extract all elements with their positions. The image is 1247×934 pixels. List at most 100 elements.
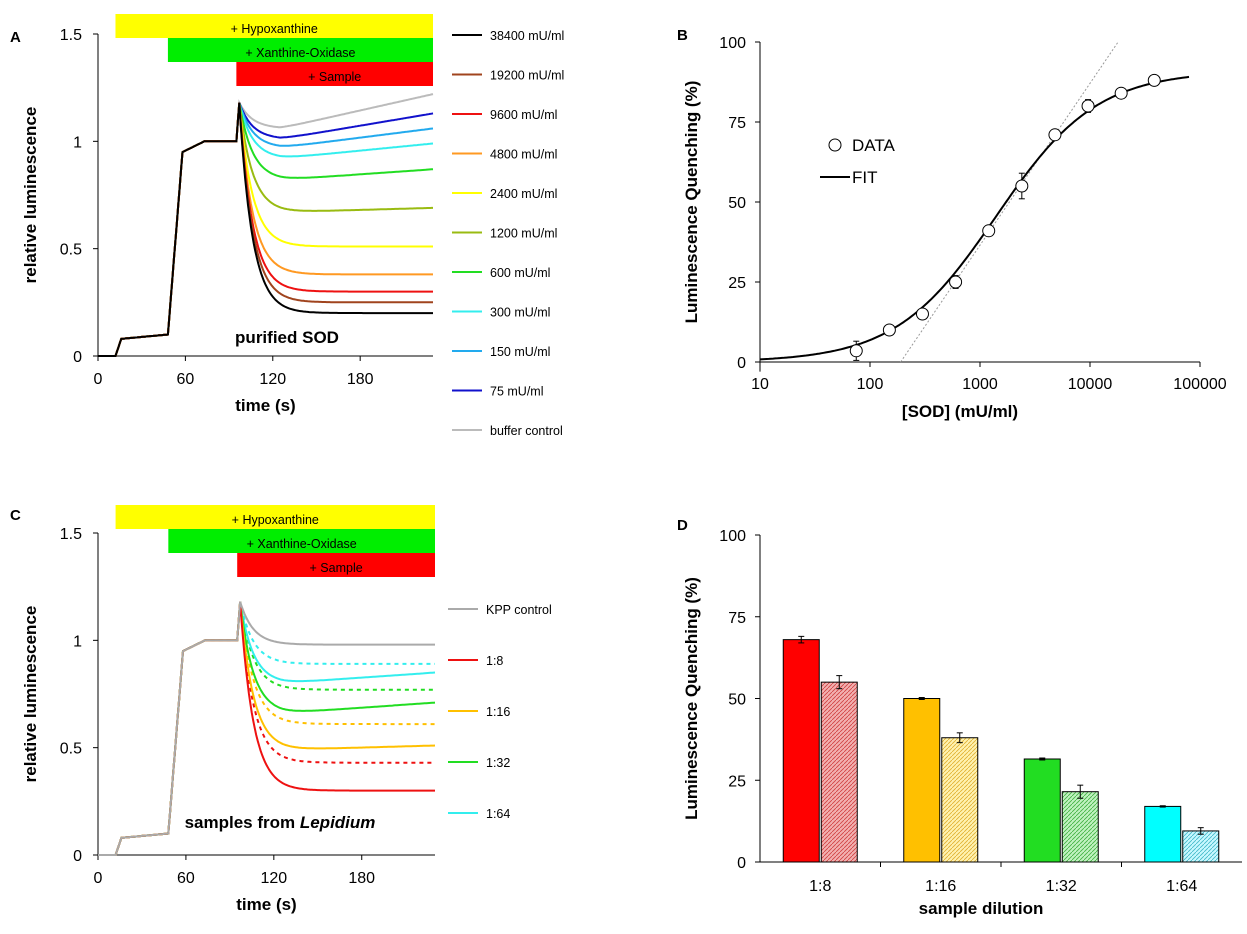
x-tick-label: 0: [94, 870, 103, 887]
panel-label-b: B: [677, 27, 688, 44]
legend-label: 1:8: [486, 654, 503, 668]
event-bar: [168, 529, 435, 553]
event-bar: [236, 62, 433, 86]
legend-label: buffer control: [490, 424, 563, 438]
x-tick-label: 10: [751, 376, 769, 393]
legend-label: 1:16: [486, 705, 510, 719]
x-tick-label: 120: [259, 371, 286, 388]
event-bar-label: + Sample: [308, 70, 361, 84]
legend-label: 4800 mU/ml: [490, 148, 557, 162]
legend-label: DATA: [852, 136, 895, 155]
x-axis-title: time (s): [235, 396, 295, 415]
y-axis-title: Luminescence Quenching (%): [682, 81, 701, 324]
event-bar-label: + Xanthine-Oxidase: [247, 537, 357, 551]
series-line: [98, 601, 435, 856]
legend-label: 19200 mU/ml: [490, 69, 564, 83]
bar: [1144, 805, 1182, 863]
panel-label-d: D: [677, 517, 688, 534]
x-tick-label: 100: [857, 376, 884, 393]
x-axis-title: time (s): [236, 895, 296, 914]
legend-marker-data: [828, 138, 842, 152]
y-tick-label: 75: [728, 115, 746, 132]
data-point: [1114, 86, 1128, 100]
event-bar-label: + Hypoxanthine: [232, 513, 319, 527]
x-tick-label: 180: [347, 371, 374, 388]
event-bar-label: + Sample: [310, 561, 363, 575]
event-bar: [167, 38, 434, 62]
series-line: [98, 102, 434, 357]
data-point: [1048, 128, 1062, 142]
legend-label: 1200 mU/ml: [490, 227, 557, 241]
data-point: [915, 307, 929, 321]
y-tick-label: 0.5: [60, 242, 82, 259]
panel-annotation: purified SOD: [235, 328, 339, 347]
x-tick-label: 100000: [1173, 376, 1226, 393]
x-tick-label: 180: [348, 870, 375, 887]
panel-a: + Hypoxanthine + Xanthine-Oxidase + Sample…: [21, 14, 564, 438]
event-bar-label: + Xanthine-Oxidase: [245, 46, 355, 60]
y-tick-label: 0: [737, 855, 746, 872]
y-tick-label: 0: [737, 355, 746, 372]
y-tick-label: 25: [728, 275, 746, 292]
x-axis-title: [SOD] (mU/ml): [902, 402, 1018, 421]
y-tick-label: 75: [728, 610, 746, 627]
panel-b: 0 25 50 75 100 10 100 1000 10000 100000 [SOD] (mU/…: [682, 35, 1227, 421]
y-tick-label: 1.5: [60, 27, 82, 44]
series-line: [98, 601, 435, 856]
y-axis-title: Luminescence Quenching (%): [682, 577, 701, 820]
y-tick-label: 0.5: [60, 741, 82, 758]
data-point: [949, 275, 963, 289]
x-tick-label: 1:8: [809, 878, 831, 895]
y-tick-label: 1.5: [60, 526, 82, 543]
series-line: [98, 102, 433, 357]
panel-annotation: samples from Lepidium: [185, 813, 376, 832]
y-tick-label: 0: [73, 349, 82, 366]
y-tick-label: 25: [728, 773, 746, 790]
y-tick-label: 0: [73, 848, 82, 865]
x-tick-label: 60: [176, 371, 194, 388]
legend-label: KPP control: [486, 603, 552, 617]
bar: [1182, 830, 1220, 863]
x-tick-label: 0: [94, 371, 103, 388]
panel-c: + Hypoxanthine + Xanthine-Oxidase + Sample…: [21, 505, 552, 914]
x-tick-label: 1:64: [1166, 878, 1197, 895]
y-tick-label: 100: [719, 35, 746, 52]
y-tick-label: 50: [728, 692, 746, 709]
bar: [903, 698, 941, 863]
bar: [941, 737, 979, 863]
y-tick-label: 1: [73, 134, 82, 151]
legend-label: 2400 mU/ml: [490, 187, 557, 201]
data-point: [1081, 99, 1095, 113]
bar: [1061, 791, 1099, 863]
x-tick-label: 10000: [1068, 376, 1113, 393]
data-point: [982, 224, 996, 238]
event-bar: [237, 553, 435, 577]
panel-label-a: A: [10, 29, 21, 46]
y-axis-title: relative luminescence: [21, 107, 40, 284]
panel-d: 0 25 50 75 100 1:8 1:16 1:32 1:64 sample dilution…: [682, 528, 1242, 918]
data-point: [1015, 179, 1029, 193]
y-tick-label: 50: [728, 195, 746, 212]
tangent-line: [900, 41, 1119, 363]
event-bar: [115, 505, 435, 529]
series-line: [98, 601, 435, 856]
data-point: [849, 344, 863, 358]
event-bar: [115, 14, 433, 38]
y-tick-label: 100: [719, 528, 746, 545]
panel-label-c: C: [10, 507, 21, 524]
data-point: [1147, 73, 1161, 87]
event-bar-label: + Hypoxanthine: [231, 22, 318, 36]
legend-label: 1:32: [486, 756, 510, 770]
annotation-species: Lepidium: [300, 813, 376, 832]
legend-label: 150 mU/ml: [490, 345, 550, 359]
legend-label: 600 mU/ml: [490, 266, 550, 280]
bar: [782, 639, 820, 863]
bar: [820, 681, 858, 863]
legend-label: 38400 mU/ml: [490, 29, 564, 43]
x-tick-label: 1:16: [925, 878, 956, 895]
legend-label: 1:64: [486, 807, 510, 821]
legend-label: 300 mU/ml: [490, 306, 550, 320]
x-tick-label: 1:32: [1046, 878, 1077, 895]
x-tick-label: 60: [177, 870, 195, 887]
